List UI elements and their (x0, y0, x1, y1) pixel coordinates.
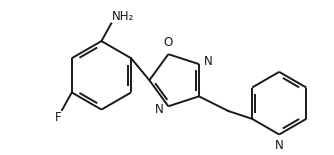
Text: O: O (164, 36, 173, 49)
Text: N: N (155, 103, 163, 116)
Text: N: N (275, 139, 284, 152)
Text: N: N (204, 55, 212, 68)
Text: NH₂: NH₂ (112, 9, 135, 22)
Text: F: F (54, 111, 61, 124)
